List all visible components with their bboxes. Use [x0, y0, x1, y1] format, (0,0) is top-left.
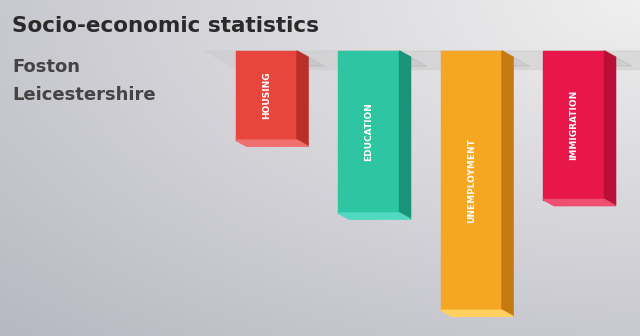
Polygon shape	[338, 213, 411, 219]
Polygon shape	[543, 200, 616, 206]
Polygon shape	[338, 51, 399, 213]
Text: Socio-economic statistics: Socio-economic statistics	[12, 16, 319, 36]
Polygon shape	[440, 51, 530, 67]
Polygon shape	[543, 51, 605, 200]
Polygon shape	[543, 51, 632, 67]
Polygon shape	[236, 51, 324, 67]
Polygon shape	[502, 51, 513, 317]
Polygon shape	[440, 51, 502, 310]
Text: EDUCATION: EDUCATION	[364, 102, 373, 161]
Text: HOUSING: HOUSING	[262, 72, 271, 119]
Polygon shape	[297, 51, 308, 146]
Polygon shape	[399, 51, 411, 219]
Polygon shape	[236, 51, 297, 140]
Polygon shape	[440, 310, 513, 317]
Text: UNEMPLOYMENT: UNEMPLOYMENT	[467, 138, 476, 223]
Polygon shape	[605, 51, 616, 206]
Text: Leicestershire: Leicestershire	[12, 86, 156, 104]
Polygon shape	[205, 51, 640, 70]
Polygon shape	[236, 140, 308, 146]
Polygon shape	[338, 51, 427, 67]
Text: Foston: Foston	[12, 58, 80, 76]
Text: IMMIGRATION: IMMIGRATION	[569, 90, 579, 160]
